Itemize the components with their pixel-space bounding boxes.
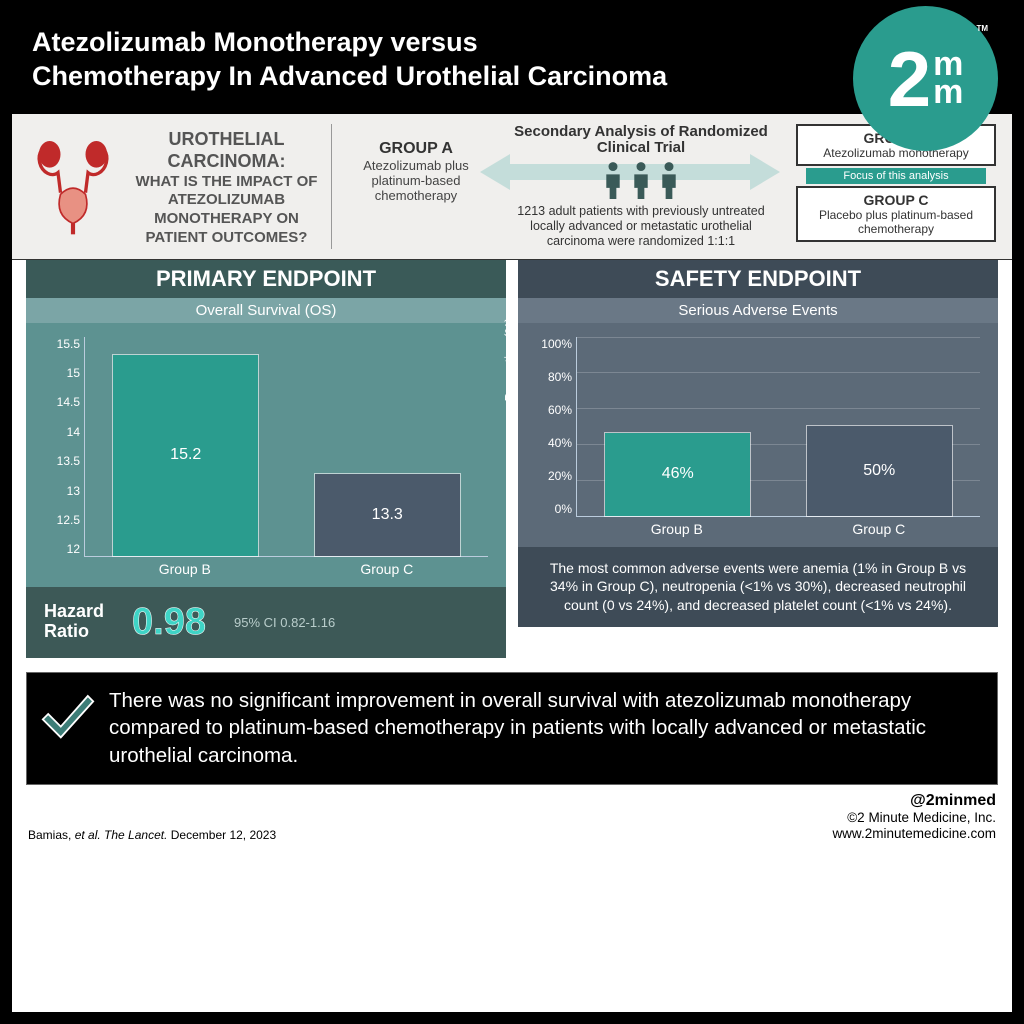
logo-mm: m m: [933, 51, 963, 105]
handle: @2minmed: [832, 791, 996, 810]
infographic-frame: Atezolizumab Monotherapy versus Chemothe…: [0, 0, 1024, 1024]
safety-ylabel: Proportion (%): [502, 317, 517, 401]
primary-yaxis: 15.5 15 14.5 14 13.5 13 12.5 12: [44, 337, 84, 557]
hazard-ci: 95% CI 0.82-1.16: [234, 615, 335, 630]
conclusion-bar: There was no significant improvement in …: [26, 672, 998, 785]
xlabel: Group B: [159, 561, 211, 577]
hazard-value: 0.98: [132, 601, 206, 644]
checkmark-icon: [41, 687, 95, 741]
ytick: 13.5: [57, 454, 80, 468]
ytick: 20%: [548, 469, 572, 483]
conclusion-text: There was no significant improvement in …: [109, 687, 979, 770]
url: www.2minutemedicine.com: [832, 826, 996, 842]
ytick: 14.5: [57, 395, 80, 409]
population-text: 1213 adult patients with previously untr…: [511, 204, 771, 249]
safety-sub: Serious Adverse Events: [518, 298, 998, 323]
safety-bar-group-b: 46%: [605, 433, 750, 515]
bar-value: 50%: [807, 462, 952, 480]
safety-chart: 100% 80% 60% 40% 20% 0% 46: [536, 337, 980, 517]
safety-endpoint-panel: SAFETY ENDPOINT Serious Adverse Events P…: [518, 260, 998, 658]
group-c-label: GROUP C: [804, 192, 988, 208]
ytick: 12.5: [57, 513, 80, 527]
safety-xlabels: Group B Group C: [576, 521, 980, 537]
xlabel: Group B: [651, 521, 703, 537]
footer: Bamias, et al. The Lancet. December 12, …: [12, 789, 1012, 847]
bar-value: 46%: [605, 465, 750, 483]
attribution: @2minmed ©2 Minute Medicine, Inc. www.2m…: [832, 791, 996, 843]
safety-yaxis: 100% 80% 60% 40% 20% 0%: [536, 337, 576, 517]
ytick: 80%: [548, 370, 572, 384]
header: Atezolizumab Monotherapy versus Chemothe…: [12, 12, 1012, 114]
study-design-row: UROTHELIAL CARCINOMA: WHAT IS THE IMPACT…: [12, 114, 1012, 260]
safety-plot: 46% 50%: [576, 337, 980, 517]
endpoints-row: PRIMARY ENDPOINT Overall Survival (OS) M…: [12, 260, 1012, 658]
safety-head: SAFETY ENDPOINT: [518, 260, 998, 298]
logo-2: 2: [888, 40, 931, 118]
focus-badge: Focus of this analysis: [806, 168, 986, 184]
safety-body: Proportion (%) 100% 80% 60% 40% 20% 0%: [518, 323, 998, 547]
group-a-label: GROUP A: [346, 140, 486, 158]
primary-bar-group-b: 15.2: [113, 355, 258, 555]
primary-bars: 15.2 13.3: [85, 337, 488, 556]
group-c-desc: Placebo plus platinum-based chemotherapy: [804, 208, 988, 236]
ytick: 60%: [548, 403, 572, 417]
group-a-desc: Atezolizumab plus platinum-based chemoth…: [346, 158, 486, 203]
primary-body: Median OS (months) 15.5 15 14.5 14 13.5 …: [26, 323, 506, 587]
logo-tm: TM: [976, 24, 988, 33]
xlabel: Group C: [852, 521, 905, 537]
safety-bars: 46% 50%: [577, 337, 980, 516]
primary-bar-group-c: 13.3: [315, 474, 460, 555]
primary-plot: 15.2 13.3: [84, 337, 488, 557]
primary-head: PRIMARY ENDPOINT: [26, 260, 506, 298]
ytick: 0%: [555, 502, 572, 516]
safety-bar-group-c: 50%: [807, 426, 952, 516]
trial-center: Secondary Analysis of Randomized Clinica…: [500, 124, 782, 249]
group-a-box: GROUP A Atezolizumab plus platinum-based…: [346, 124, 486, 249]
people-icon: [500, 161, 782, 202]
primary-chart: 15.5 15 14.5 14 13.5 13 12.5 12 15.2 13.…: [44, 337, 488, 557]
primary-endpoint-panel: PRIMARY ENDPOINT Overall Survival (OS) M…: [26, 260, 506, 658]
question-lead: UROTHELIAL CARCINOMA:: [132, 128, 321, 173]
ytick: 15.5: [57, 337, 80, 351]
hazard-ratio-bar: HazardRatio 0.98 95% CI 0.82-1.16: [26, 587, 506, 658]
logo: 2 m m TM: [853, 6, 998, 151]
xlabel: Group C: [360, 561, 413, 577]
bar-value: 13.3: [315, 506, 460, 524]
bar-value: 15.2: [113, 446, 258, 464]
page-title: Atezolizumab Monotherapy versus Chemothe…: [32, 26, 672, 94]
citation: Bamias, et al. The Lancet. December 12, …: [28, 828, 276, 842]
group-b-desc: Atezolizumab monotherapy: [804, 146, 988, 160]
ytick: 13: [67, 484, 80, 498]
ytick: 12: [67, 542, 80, 556]
safety-note: The most common adverse events were anem…: [518, 547, 998, 628]
primary-ylabel: Median OS (months): [10, 287, 25, 407]
group-c-box: GROUP C Placebo plus platinum-based chem…: [796, 186, 996, 242]
copyright: ©2 Minute Medicine, Inc.: [832, 810, 996, 826]
ytick: 40%: [548, 436, 572, 450]
logo-m2: m: [933, 79, 963, 106]
trial-type: Secondary Analysis of Randomized Clinica…: [500, 124, 782, 157]
ytick: 14: [67, 425, 80, 439]
urinary-system-icon: [28, 124, 118, 249]
hazard-label: HazardRatio: [44, 602, 104, 642]
question-rest: WHAT IS THE IMPACT OF ATEZOLIZUMAB MONOT…: [136, 173, 318, 246]
ytick: 100%: [541, 337, 572, 351]
study-question: UROTHELIAL CARCINOMA: WHAT IS THE IMPACT…: [132, 124, 332, 249]
ytick: 15: [67, 366, 80, 380]
primary-xlabels: Group B Group C: [84, 561, 488, 577]
primary-sub: Overall Survival (OS): [26, 298, 506, 323]
